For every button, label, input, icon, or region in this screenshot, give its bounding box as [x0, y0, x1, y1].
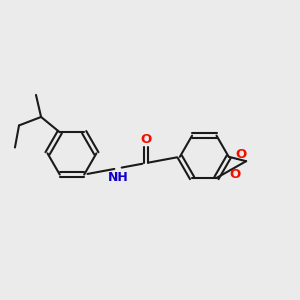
Text: NH: NH: [108, 171, 129, 184]
Text: O: O: [236, 148, 247, 161]
Text: O: O: [141, 134, 152, 146]
Text: O: O: [229, 168, 240, 181]
